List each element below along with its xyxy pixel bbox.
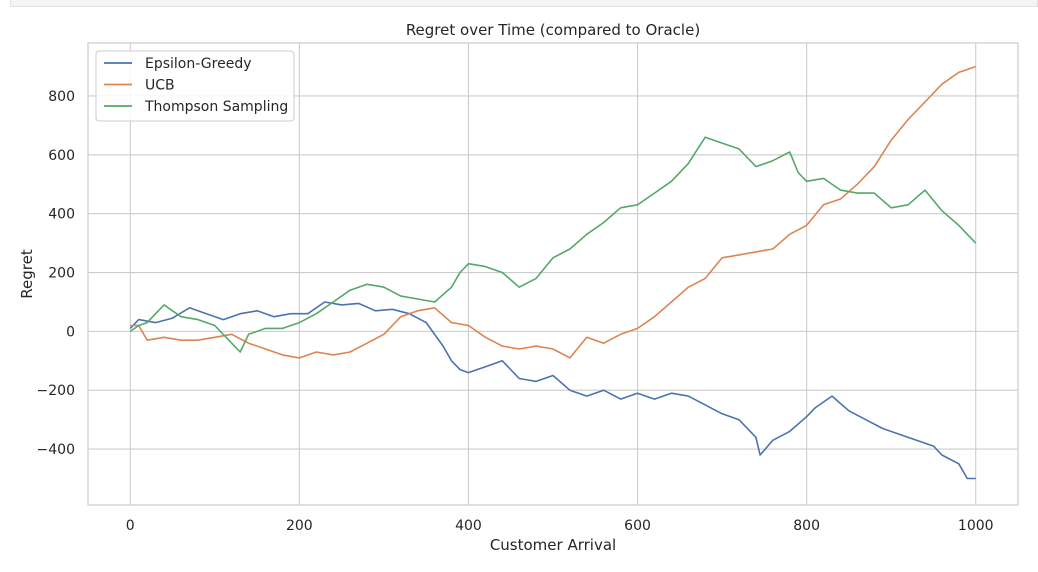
x-tick-label: 1000 (958, 518, 994, 534)
series-line-thompson-sampling (129, 136, 977, 353)
x-tick-label: 600 (624, 518, 651, 534)
x-axis-ticks: 0 200 400 600 800 1000 (126, 518, 994, 534)
y-axis-ticks: −400 −200 0 200 400 600 800 (37, 89, 75, 458)
y-tick-label: 800 (48, 89, 75, 105)
y-tick-label: −400 (37, 442, 75, 458)
y-tick-label: 200 (48, 266, 75, 282)
legend-label: Epsilon-Greedy (145, 56, 252, 72)
legend-box (95, 50, 295, 122)
x-tick-label: 400 (455, 518, 482, 534)
y-tick-label: 600 (48, 148, 75, 164)
x-tick-label: 200 (286, 518, 313, 534)
y-axis-label: Regret (18, 249, 36, 299)
y-tick-label: 400 (48, 207, 75, 223)
x-tick-label: 0 (126, 518, 135, 534)
grid-lines (88, 43, 1018, 505)
y-tick-label: −200 (37, 383, 75, 399)
chart-title: Regret over Time (compared to Oracle) (406, 21, 700, 39)
series-line-ucb (130, 65, 976, 359)
legend-label: Thompson Sampling (144, 99, 288, 115)
series-line-epsilon-greedy (129, 301, 976, 480)
x-tick-label: 800 (793, 518, 820, 534)
x-axis-label: Customer Arrival (490, 536, 616, 554)
legend: Epsilon-Greedy UCB Thompson Sampling (95, 50, 295, 122)
series-lines (129, 65, 977, 480)
legend-label: UCB (145, 78, 175, 94)
y-tick-label: 0 (66, 324, 75, 340)
